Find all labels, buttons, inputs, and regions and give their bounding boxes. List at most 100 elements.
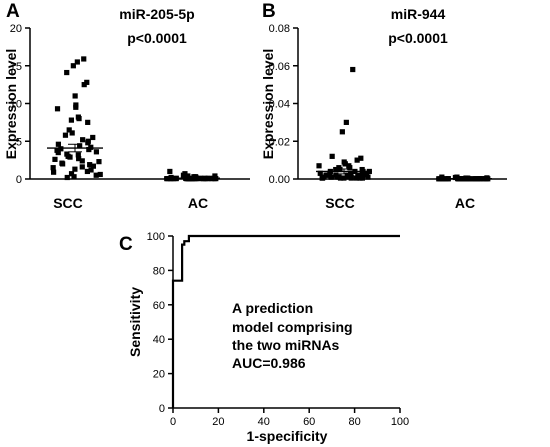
panel-b-scc-point xyxy=(342,161,348,167)
panel-a-scc-point xyxy=(64,174,70,181)
panel-a-scc-point xyxy=(90,134,96,141)
panel-a-scc-point xyxy=(88,167,94,173)
panel-a-scc-point xyxy=(71,174,77,180)
panel-c-annotation-line-1: A prediction xyxy=(232,300,313,316)
panel-b-scc-point xyxy=(337,166,343,173)
panel-a-scc-point xyxy=(93,149,100,155)
panel-a-scc-point xyxy=(51,169,57,175)
panel-a-scc-point xyxy=(93,172,99,178)
panel-c-x-tick-label: 100 xyxy=(391,416,409,428)
panel-b-scc-point xyxy=(339,129,345,135)
panel-b-scc-point xyxy=(350,66,356,73)
panel-a-scc-point xyxy=(50,165,56,171)
panel-b-scc-point xyxy=(320,175,326,181)
panel-a-y-axis-label: Expression level xyxy=(3,49,19,160)
panel-c-x-tick-label: 20 xyxy=(212,416,224,428)
panel-c-annotation-line-4: AUC=0.986 xyxy=(232,355,306,371)
panel-c-y-axis-label: Sensitivity xyxy=(127,287,143,357)
panel-b-scc-point xyxy=(327,170,333,176)
panel-letter-b: B xyxy=(262,1,276,22)
panel-b-y-tick-label: 0.04 xyxy=(269,99,290,111)
panel-c-x-axis-label: 1-specificity xyxy=(247,428,328,444)
panel-c-y-tick-label: 80 xyxy=(153,265,165,277)
panel-a-scc-point xyxy=(85,119,91,125)
panel-a-title: miR-205-5p xyxy=(119,6,194,22)
panel-b-chart: miR-944 p<0.0001 Expression level SCC AC… xyxy=(260,6,507,211)
panel-a-scc-point xyxy=(55,149,61,156)
panel-b-scc-point xyxy=(337,175,344,181)
panel-a-scc-point xyxy=(87,162,93,168)
panel-b-y-tick-label: 0.02 xyxy=(269,136,290,148)
panel-a-pvalue: p<0.0001 xyxy=(127,30,187,46)
panel-b-scc-point xyxy=(358,155,364,161)
panel-a-scc-point xyxy=(54,106,61,112)
panel-a-scc-point xyxy=(60,161,66,167)
panel-a-scc-point xyxy=(62,132,69,138)
panel-b-scc-point xyxy=(329,174,335,180)
panel-a-scc-point xyxy=(66,127,72,133)
panel-c-y-tick-label: 40 xyxy=(153,334,165,346)
panel-a-scc-point xyxy=(52,156,58,162)
panel-b-scc-point xyxy=(329,153,335,159)
panel-a-scc-point xyxy=(97,171,103,178)
panel-b-scc-point xyxy=(345,174,351,180)
panel-b-scc-point xyxy=(317,170,323,176)
panel-a-scc-point xyxy=(55,141,61,147)
panel-b-scc-point xyxy=(343,119,349,125)
panel-a-scc-point xyxy=(81,56,87,62)
panel-a-y-tick-label: 20 xyxy=(10,23,22,35)
panel-a-scc-point xyxy=(72,93,78,99)
panel-a-category-ac: AC xyxy=(188,195,208,211)
panel-a-category-scc: SCC xyxy=(53,195,83,211)
panel-b-scc-point xyxy=(347,165,353,171)
panel-b-scc-point xyxy=(354,157,360,163)
panel-b-y-tick-label: 0.06 xyxy=(269,61,290,73)
panel-c-x-tick-label: 40 xyxy=(258,416,270,428)
panel-a-scc-point xyxy=(70,63,76,69)
panel-a-scc-point xyxy=(75,152,81,158)
panel-b-y-tick-label: 0.00 xyxy=(269,174,290,186)
panel-c-annotation-line-3: the two miRNAs xyxy=(232,337,340,353)
panel-a-scc-point xyxy=(81,82,87,88)
panel-b-scc-point xyxy=(365,174,371,180)
panel-c-annotation-line-2: model comprising xyxy=(232,319,353,335)
panel-a-scc-point xyxy=(77,143,83,149)
panel-letter-a: A xyxy=(6,1,20,22)
panel-a-scc-point xyxy=(84,168,90,175)
panel-b-scc-point xyxy=(324,172,330,178)
panel-b-y-tick-label: 0.08 xyxy=(269,23,290,35)
panel-letter-c: C xyxy=(119,234,133,255)
panel-a-scc-point xyxy=(79,164,85,170)
panel-b-category-ac: AC xyxy=(455,195,475,211)
panel-b-pvalue: p<0.0001 xyxy=(388,30,448,46)
panel-c-y-tick-label: 100 xyxy=(147,231,165,243)
panel-b-scc-point xyxy=(357,175,363,181)
panel-b-scc-point xyxy=(348,175,354,181)
panel-c-chart: Sensitivity 1-specificity A prediction m… xyxy=(127,231,409,444)
panel-a-scc-point xyxy=(69,130,75,136)
panel-a-y-tick-label: 5 xyxy=(16,136,22,148)
panel-a-scc-point xyxy=(74,59,80,65)
panel-a-scc-point xyxy=(76,116,82,122)
panel-c-roc-curve xyxy=(171,234,400,408)
panel-a-ac-point xyxy=(167,168,173,175)
panel-a-scc-point xyxy=(64,69,70,76)
panel-a-scc-point xyxy=(80,137,86,143)
panel-a-ac-point xyxy=(180,172,187,178)
panel-a-scc-point xyxy=(85,140,91,146)
panel-b-scc-point xyxy=(348,170,354,176)
panel-a-y-tick-label: 15 xyxy=(10,61,22,73)
panel-a-scc-point xyxy=(68,171,75,177)
panel-b-scc-point xyxy=(316,163,322,169)
panel-b-y-axis-label: Expression level xyxy=(260,49,276,160)
panel-c-x-tick-label: 60 xyxy=(303,416,315,428)
panel-a-y-tick-label: 0 xyxy=(16,174,22,186)
panel-c-x-tick-label: 80 xyxy=(348,416,360,428)
panel-a-scc-point xyxy=(58,146,64,152)
panel-c-y-tick-label: 60 xyxy=(153,300,165,312)
panel-c-x-tick-label: 0 xyxy=(170,416,176,428)
panel-b-scc-point xyxy=(333,166,339,173)
panel-b-category-scc: SCC xyxy=(325,195,355,211)
panel-a-scc-point xyxy=(86,146,92,153)
